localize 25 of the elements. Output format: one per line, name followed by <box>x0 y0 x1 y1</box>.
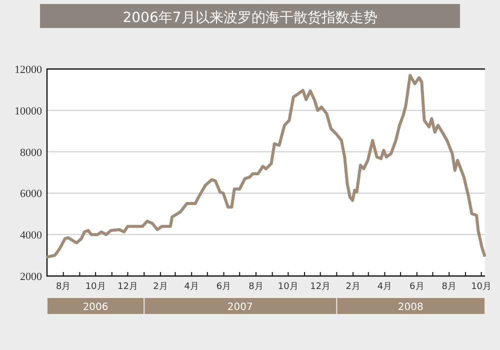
x-tick-label: 2月 <box>346 282 360 292</box>
y-tick-label: 6000 <box>20 188 42 200</box>
x-tick-label: 8月 <box>442 282 456 292</box>
x-tick-label: 10月 <box>471 282 492 292</box>
x-tick-label: 12月 <box>310 282 331 292</box>
y-tick-label: 12000 <box>14 64 42 76</box>
y-tick-label: 4000 <box>20 230 42 242</box>
x-tick-label: 6月 <box>216 282 232 292</box>
x-tick-label: 4月 <box>377 282 392 292</box>
y-tick-label: 2000 <box>20 271 42 283</box>
x2-tick-label: 2006 <box>82 302 108 313</box>
x2-tick-label: 2008 <box>398 302 424 313</box>
chart-title: 2006年7月以来波罗的海干散货指数走势 <box>122 10 378 26</box>
y-tick-label: 10000 <box>14 105 42 118</box>
x-tick-label: 8月 <box>56 282 71 292</box>
x-tick-label: 4月 <box>184 282 199 292</box>
x-tick-label: 10月 <box>278 282 298 292</box>
title: 2006年7月以来波罗的海干散货指数走势 <box>40 4 460 28</box>
x-tick-label: 12月 <box>118 282 138 292</box>
x-tick-label: 2月 <box>153 282 168 292</box>
x-tick-label: 6月 <box>410 282 424 292</box>
x-tick-label: 10月 <box>85 282 106 292</box>
y-tick-label: 8000 <box>20 146 42 159</box>
x-tick-label: 8月 <box>248 282 264 292</box>
x2-tick-label: 2007 <box>227 302 253 313</box>
